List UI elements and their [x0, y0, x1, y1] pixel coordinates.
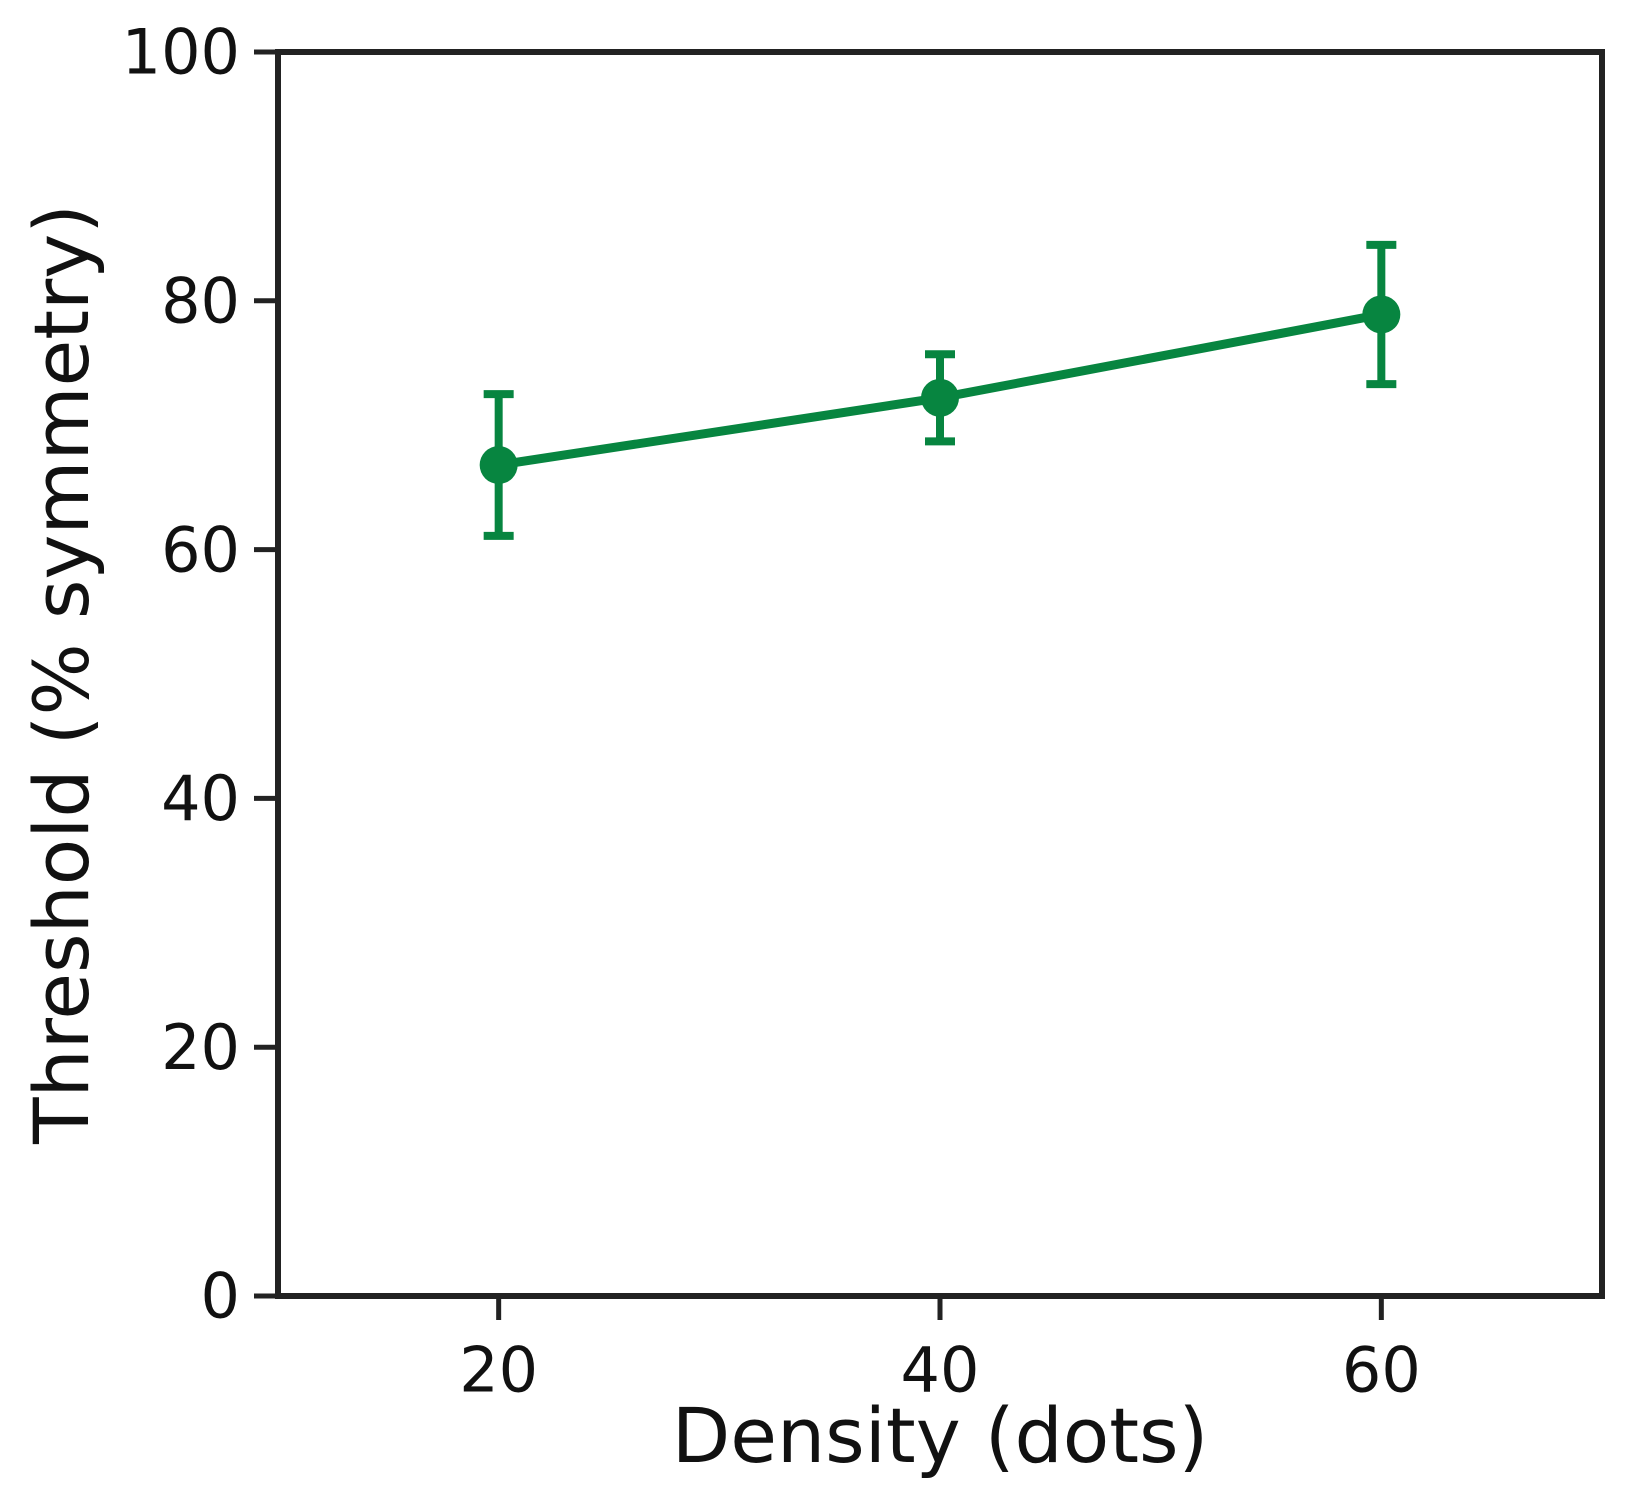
data-point-marker: [479, 446, 518, 485]
y-tick-label: 0: [201, 1260, 240, 1333]
y-tick-label: 100: [122, 16, 240, 89]
x-tick-label: 20: [459, 1333, 538, 1406]
y-tick-label: 40: [161, 762, 240, 835]
y-tick-label: 60: [161, 513, 240, 586]
x-tick-label: 40: [901, 1333, 980, 1406]
data-point-marker: [1362, 295, 1401, 334]
plot-layer: 0 20 40 60 80 100 20 40 60: [122, 16, 1605, 1406]
y-axis-title: Threshold (% symmetry): [17, 204, 106, 1145]
x-tick-label: 60: [1342, 1333, 1421, 1406]
y-tick-label: 80: [161, 265, 240, 338]
data-point-marker: [921, 378, 959, 417]
plot-border: [275, 49, 1605, 1299]
x-axis-title: Density (dots): [672, 1391, 1209, 1480]
y-tick-label: 20: [161, 1011, 240, 1084]
